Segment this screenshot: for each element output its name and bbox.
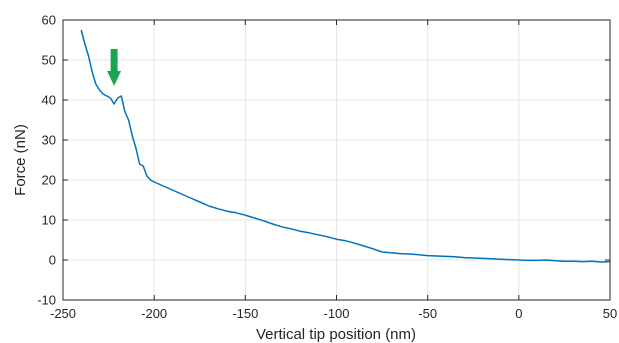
series-layer — [80, 29, 611, 263]
y-tick-label: 10 — [42, 213, 56, 228]
arrow-down-icon — [107, 49, 122, 86]
annotation-layer — [107, 49, 122, 86]
x-tick-label: -250 — [50, 306, 76, 321]
y-tick-label: 40 — [42, 93, 56, 108]
y-tick-label: -10 — [37, 293, 56, 308]
x-axis-label: Vertical tip position (nm) — [256, 326, 416, 343]
x-axis-ticks: -250 -200 -150 -100 -50 0 50 — [50, 20, 617, 321]
x-tick-label: -50 — [418, 306, 437, 321]
x-tick-label: -100 — [323, 306, 349, 321]
x-tick-label: 0 — [515, 306, 522, 321]
y-tick-label: 0 — [49, 253, 56, 268]
y-tick-label: 30 — [42, 133, 56, 148]
y-axis-label: Force (nN) — [12, 124, 29, 196]
y-tick-label: 60 — [42, 13, 56, 28]
x-tick-label: 50 — [603, 306, 617, 321]
x-tick-label: -200 — [141, 306, 167, 321]
series-line-0 — [80, 29, 611, 263]
y-tick-label: 20 — [42, 173, 56, 188]
x-tick-label: -150 — [232, 306, 258, 321]
y-axis-ticks: -10 0 10 20 30 40 50 60 — [37, 13, 610, 308]
y-tick-label: 50 — [42, 53, 56, 68]
